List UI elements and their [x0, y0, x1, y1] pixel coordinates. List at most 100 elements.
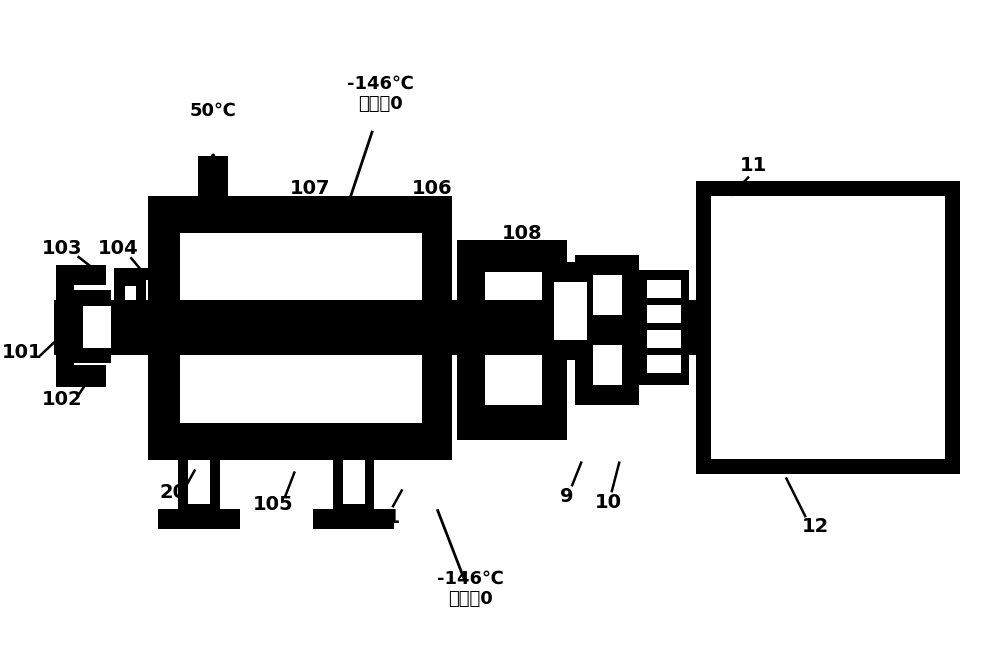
Bar [696, 180, 960, 475]
Bar [457, 241, 567, 272]
Bar [148, 196, 452, 233]
Bar [485, 355, 542, 405]
Bar [148, 422, 452, 461]
Bar [69, 290, 83, 363]
Bar [180, 362, 202, 365]
Bar [575, 255, 593, 345]
Bar [180, 367, 202, 370]
Bar [422, 196, 452, 461]
Text: 50℃: 50℃ [190, 102, 236, 120]
Bar [56, 265, 74, 387]
Bar [158, 509, 240, 529]
Bar [180, 270, 202, 273]
Bar [593, 345, 622, 385]
Bar [485, 367, 505, 370]
Bar [180, 357, 202, 360]
Text: -146℃
潜热为0: -146℃ 潜热为0 [347, 75, 414, 113]
Bar [689, 300, 696, 355]
Bar [148, 196, 180, 461]
Bar [485, 267, 505, 270]
Bar [263, 357, 277, 420]
Bar [485, 277, 505, 280]
Bar [198, 156, 228, 196]
Bar [639, 270, 689, 385]
Bar [114, 285, 125, 325]
Bar [575, 255, 639, 275]
Bar [647, 330, 681, 348]
Bar [136, 268, 158, 280]
Bar [203, 235, 217, 298]
Bar [457, 405, 567, 440]
Text: 107: 107 [289, 179, 330, 198]
Bar [485, 362, 505, 365]
Bar [711, 247, 945, 269]
Bar [263, 235, 277, 298]
Bar [56, 365, 106, 387]
Bar [56, 265, 106, 285]
Bar [711, 196, 945, 217]
Text: 101: 101 [2, 344, 42, 362]
Bar [485, 272, 505, 275]
Text: 20: 20 [160, 483, 187, 502]
Bar [180, 382, 202, 385]
Text: 11: 11 [739, 156, 767, 175]
Text: 108: 108 [502, 224, 542, 243]
Bar [585, 262, 597, 360]
Text: 10: 10 [595, 493, 622, 512]
Bar [485, 287, 505, 290]
Bar [485, 357, 505, 360]
Bar [323, 357, 337, 420]
Bar [542, 262, 587, 282]
Bar [485, 372, 505, 375]
Bar [485, 292, 505, 295]
Bar [457, 241, 485, 440]
Bar [54, 300, 711, 355]
Text: 105: 105 [146, 198, 187, 217]
Bar [180, 285, 202, 288]
Bar [554, 282, 587, 340]
Bar [485, 272, 542, 300]
Bar [542, 340, 587, 360]
Bar [575, 345, 593, 405]
Bar [711, 299, 945, 321]
Text: 104: 104 [98, 239, 139, 258]
Text: 103: 103 [41, 239, 82, 258]
Bar [622, 345, 639, 405]
Bar [647, 305, 681, 323]
Bar [485, 377, 505, 380]
Text: 12: 12 [802, 517, 829, 535]
Bar [711, 196, 945, 459]
Bar [178, 461, 220, 509]
Text: 106: 106 [412, 179, 453, 198]
Bar [647, 355, 681, 373]
Bar [593, 275, 622, 315]
Bar [343, 461, 365, 504]
Bar [125, 268, 143, 280]
Text: 102: 102 [41, 390, 82, 409]
Bar [83, 306, 111, 348]
Bar [180, 233, 422, 300]
Bar [233, 357, 247, 420]
Bar [333, 461, 374, 509]
Bar [69, 345, 111, 363]
Bar [180, 372, 202, 375]
Text: -146℃
潜热为0: -146℃ 潜热为0 [437, 570, 503, 608]
Bar [180, 260, 202, 263]
Text: 21: 21 [374, 508, 401, 527]
Bar [114, 268, 143, 286]
Bar [180, 255, 202, 258]
Bar [180, 280, 202, 283]
Bar [313, 509, 394, 529]
Bar [180, 355, 422, 422]
Bar [203, 357, 217, 420]
Bar [188, 461, 210, 504]
Bar [622, 255, 639, 345]
Bar [647, 280, 681, 298]
Bar [323, 235, 337, 298]
Text: 105: 105 [253, 495, 293, 514]
Bar [233, 235, 247, 298]
Bar [136, 280, 146, 300]
Bar [69, 290, 111, 306]
Bar [180, 377, 202, 380]
Bar [485, 382, 505, 385]
